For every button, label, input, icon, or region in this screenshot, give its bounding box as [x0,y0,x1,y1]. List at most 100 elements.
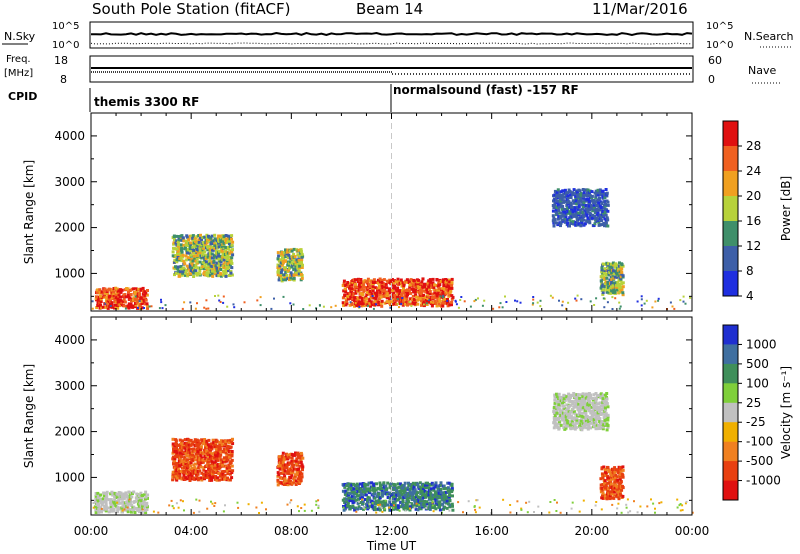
data-cell [359,295,363,299]
data-cell [411,294,415,298]
data-cell [364,280,368,284]
noise-cell [657,299,660,302]
data-cell [418,297,422,301]
noise-cell [286,503,289,506]
data-cell [290,453,294,456]
data-cell [401,503,405,507]
data-cell [556,199,560,203]
noise-cell [152,510,155,513]
colorbar-tick-label: -25 [746,415,766,429]
data-cell [280,461,284,465]
data-cell [445,501,449,505]
data-cell [299,451,303,455]
data-cell [197,456,200,459]
data-cell [599,279,603,283]
data-cell [183,446,187,450]
noise-cell [206,507,209,510]
data-cell [112,508,116,511]
data-cell [345,497,349,501]
data-cell [345,283,349,287]
noise-cell [396,302,399,305]
noise-cell [428,296,431,299]
data-cell [189,253,193,257]
data-cell [379,290,383,294]
data-cell [179,270,182,274]
data-cell [606,415,610,419]
data-cell [350,483,354,487]
data-cell [608,271,612,274]
data-cell [568,205,572,209]
data-cell [378,508,382,512]
data-cell [177,454,181,458]
data-cell [214,264,218,268]
data-cell [553,414,557,418]
data-cell [393,500,397,504]
data-cell [395,486,399,490]
data-cell [368,491,372,495]
data-cell [436,288,440,292]
data-cell [294,262,298,266]
data-cell [450,482,454,486]
data-cell [194,452,198,456]
data-cell [144,490,148,494]
data-cell [599,392,603,396]
data-cell [400,292,404,296]
data-cell [142,500,146,504]
data-cell [173,260,176,264]
data-cell [118,298,122,302]
data-cell [378,293,382,297]
data-cell [374,297,378,301]
noise-cell [473,505,476,508]
data-cell [620,263,624,267]
data-cell [562,210,566,214]
data-cell [557,215,561,219]
data-cell [599,486,603,490]
data-cell [386,492,390,496]
data-cell [379,502,383,506]
data-cell [210,234,214,238]
data-cell [368,498,372,502]
data-cell [427,285,431,289]
noise-cell [537,505,540,508]
data-cell [122,297,126,301]
data-cell [594,218,598,222]
noise-cell [593,304,596,306]
data-cell [128,493,132,497]
data-cell [416,508,420,512]
data-cell [100,306,104,310]
noise-cell [498,306,501,309]
data-cell [171,437,175,441]
data-cell [214,453,217,456]
noise-cell [611,296,614,299]
data-cell [106,300,110,303]
data-cell [378,284,381,288]
data-cell [144,505,148,509]
data-cell [143,293,147,297]
data-cell [199,450,203,454]
data-cell [375,291,379,295]
noise-cell [509,504,512,506]
data-cell [216,463,220,466]
data-cell [282,467,286,471]
data-cell [565,204,569,207]
data-cell [402,299,405,303]
data-cell [586,188,590,192]
data-cell [134,303,138,307]
data-cell [186,458,190,462]
data-cell [96,288,100,292]
data-cell [360,304,364,308]
data-cell [191,440,195,444]
data-cell [197,443,201,447]
data-cell [553,218,557,221]
data-cell [416,485,420,489]
data-cell [132,505,136,509]
data-cell [403,481,407,485]
data-cell [132,287,136,291]
data-cell [361,499,365,503]
data-cell [397,493,401,497]
data-cell [288,481,292,485]
data-cell [230,464,234,468]
data-cell [579,224,583,228]
data-cell [276,268,280,272]
data-cell [350,287,354,290]
